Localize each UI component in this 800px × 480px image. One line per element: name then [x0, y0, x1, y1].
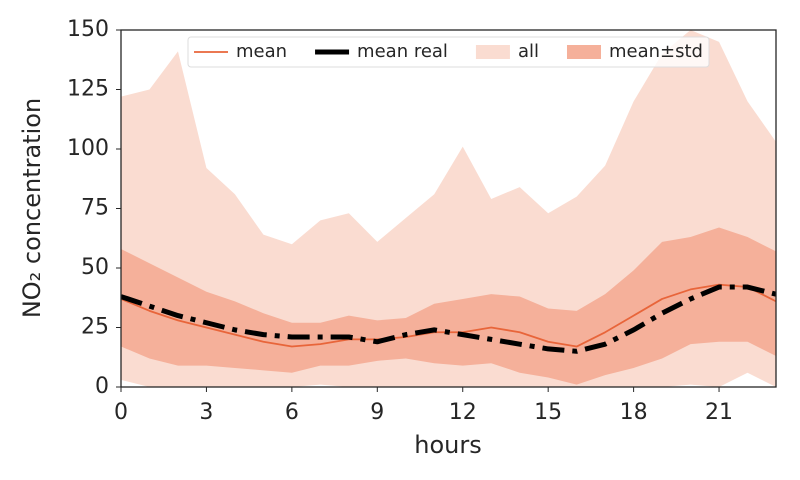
plot-area: [121, 30, 776, 387]
legend-item: all: [475, 41, 539, 62]
y-tick-label: 75: [81, 196, 109, 221]
y-tick-label: 150: [67, 17, 109, 42]
legend-item: mean real: [315, 41, 448, 62]
legend-item: mean±std: [566, 41, 703, 62]
legend-label: mean real: [357, 41, 448, 62]
y-axis-label: NO₂ concentration: [18, 98, 46, 318]
y-tick-label: 100: [67, 136, 109, 161]
legend-label: mean±std: [609, 41, 703, 62]
x-tick-label: 18: [620, 400, 648, 425]
x-tick-label: 21: [705, 400, 733, 425]
y-tick-label: 25: [81, 315, 109, 340]
x-axis-label: hours: [414, 431, 481, 459]
y-tick-label: 50: [81, 255, 109, 280]
x-tick-label: 6: [285, 400, 299, 425]
legend: mean mean real all mean±std: [187, 36, 710, 68]
x-tick-label: 15: [534, 400, 562, 425]
legend-patch: [566, 45, 601, 59]
legend-label: all: [518, 41, 539, 62]
line: [121, 284, 776, 354]
y-tick-label: 0: [95, 374, 109, 399]
x-tick-label: 3: [199, 400, 213, 425]
y-tick-label: 125: [67, 77, 109, 102]
x-tick-label: 0: [114, 400, 128, 425]
legend-box: [187, 36, 710, 68]
legend-item: mean: [194, 41, 287, 62]
x-tick-label: 9: [370, 400, 384, 425]
legend-label: mean: [236, 41, 287, 62]
x-tick-label: 12: [449, 400, 477, 425]
legend-patch: [475, 45, 510, 59]
